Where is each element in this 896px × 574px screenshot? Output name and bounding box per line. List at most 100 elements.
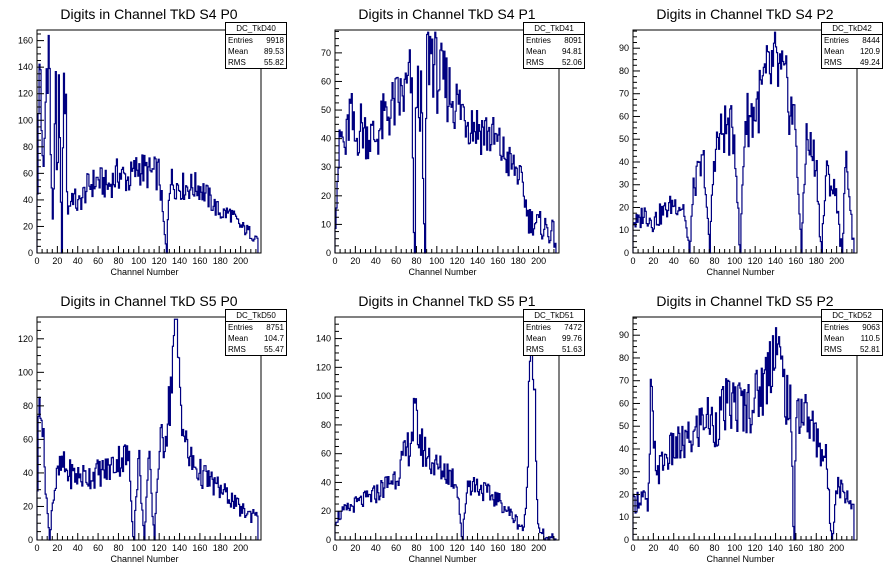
x-tick-label: 140 <box>768 256 783 266</box>
stats-row-mean: Mean 94.81 <box>524 46 584 57</box>
stats-row-entries: Entries 8751 <box>226 322 286 333</box>
y-tick-label: 20 <box>619 489 629 499</box>
y-tick-label: 40 <box>321 477 331 487</box>
y-tick-label: 70 <box>619 376 629 386</box>
histogram-series <box>334 31 557 254</box>
stats-histogram-name: DC_TkD52 <box>822 310 882 322</box>
y-tick-label: 120 <box>18 89 33 99</box>
y-tick-label: 60 <box>619 111 629 121</box>
x-tick-label: 180 <box>511 543 526 553</box>
x-tick-label: 120 <box>152 256 167 266</box>
y-tick-label: 0 <box>326 248 331 258</box>
histogram-series <box>334 326 557 541</box>
stats-row-mean: Mean 104.7 <box>226 333 286 344</box>
x-tick-label: 160 <box>192 256 207 266</box>
x-axis-label: Channel Number <box>408 267 476 277</box>
stats-row-mean: Mean 99.76 <box>524 333 584 344</box>
x-tick-label: 180 <box>809 256 824 266</box>
x-tick-label: 140 <box>470 256 485 266</box>
y-tick-label: 40 <box>321 134 331 144</box>
y-tick-label: 70 <box>619 89 629 99</box>
y-tick-label: 140 <box>18 62 33 72</box>
stats-row-mean: Mean 89.53 <box>226 46 286 57</box>
chart-title: Digits in Channel TkD S5 P1 <box>358 293 536 309</box>
x-tick-label: 20 <box>52 256 62 266</box>
y-tick-label: 70 <box>321 48 331 58</box>
x-tick-label: 0 <box>34 543 39 553</box>
stats-histogram-name: DC_TkD51 <box>524 310 584 322</box>
stats-label: Mean <box>526 47 547 56</box>
y-tick-label: 10 <box>619 512 629 522</box>
y-tick-label: 120 <box>18 334 33 344</box>
histogram-series <box>36 318 259 541</box>
stats-row-rms: RMS 55.82 <box>226 57 286 68</box>
x-tick-label: 160 <box>490 543 505 553</box>
stats-value: 8091 <box>564 36 582 45</box>
stats-value: 51.63 <box>561 345 582 354</box>
stats-value: 52.06 <box>561 58 582 67</box>
stats-label: Entries <box>526 36 551 45</box>
x-tick-label: 120 <box>450 256 465 266</box>
chart-panel-0: 0 20 40 60 80 100 120 140 160 180 200 0 20 40 60 80 100 1… <box>0 0 298 287</box>
x-tick-label: 0 <box>630 543 635 553</box>
x-tick-label: 100 <box>131 543 146 553</box>
x-tick-label: 100 <box>429 543 444 553</box>
x-tick-label: 180 <box>511 256 526 266</box>
y-tick-label: 90 <box>619 43 629 53</box>
y-tick-label: 50 <box>619 134 629 144</box>
x-tick-label: 20 <box>350 543 360 553</box>
stats-row-entries: Entries 7472 <box>524 322 584 333</box>
stats-value: 7472 <box>564 323 582 332</box>
y-tick-label: 30 <box>321 162 331 172</box>
stats-row-entries: Entries 8444 <box>822 35 882 46</box>
x-tick-label: 140 <box>470 543 485 553</box>
y-tick-label: 10 <box>321 219 331 229</box>
x-axis-label: Channel Number <box>110 267 178 277</box>
x-tick-label: 160 <box>192 543 207 553</box>
x-tick-label: 160 <box>788 543 803 553</box>
y-tick-label: 0 <box>624 535 629 545</box>
stats-label: RMS <box>526 345 544 354</box>
y-tick-label: 50 <box>321 105 331 115</box>
stats-value: 120.9 <box>859 47 880 56</box>
stats-label: RMS <box>824 58 842 67</box>
y-tick-label: 10 <box>619 225 629 235</box>
stats-histogram-name: DC_TkD42 <box>822 23 882 35</box>
y-tick-label: 90 <box>619 330 629 340</box>
x-tick-label: 80 <box>411 543 421 553</box>
x-tick-label: 60 <box>391 543 401 553</box>
stats-value: 9063 <box>862 323 880 332</box>
y-tick-label: 30 <box>619 180 629 190</box>
x-tick-label: 20 <box>52 543 62 553</box>
stats-row-rms: RMS 55.47 <box>226 344 286 355</box>
chart-title: Digits in Channel TkD S4 P0 <box>60 6 238 22</box>
x-tick-label: 200 <box>829 256 844 266</box>
chart-title: Digits in Channel TkD S4 P2 <box>656 6 834 22</box>
stats-value: 49.24 <box>859 58 880 67</box>
stats-row-rms: RMS 52.06 <box>524 57 584 68</box>
x-tick-label: 0 <box>34 256 39 266</box>
x-tick-label: 80 <box>113 256 123 266</box>
y-tick-label: 60 <box>321 76 331 86</box>
stats-value: 8751 <box>266 323 284 332</box>
stats-value: 104.7 <box>263 334 284 343</box>
y-tick-label: 60 <box>619 398 629 408</box>
stats-label: RMS <box>228 58 246 67</box>
x-tick-label: 80 <box>113 543 123 553</box>
stats-row-rms: RMS 49.24 <box>822 57 882 68</box>
x-tick-label: 60 <box>391 256 401 266</box>
x-tick-label: 180 <box>809 543 824 553</box>
y-tick-label: 100 <box>18 115 33 125</box>
stats-row-entries: Entries 8091 <box>524 35 584 46</box>
x-tick-label: 180 <box>213 256 228 266</box>
stats-label: Entries <box>228 323 253 332</box>
x-tick-label: 200 <box>233 256 248 266</box>
chart-panel-2: 0 20 40 60 80 100 120 140 160 180 200 0 10 20 30 40 50 60… <box>596 0 894 287</box>
chart-title: Digits in Channel TkD S4 P1 <box>358 6 536 22</box>
x-tick-label: 200 <box>829 543 844 553</box>
x-axis-label: Channel Number <box>408 554 476 564</box>
x-tick-label: 80 <box>709 543 719 553</box>
y-tick-label: 20 <box>321 191 331 201</box>
y-tick-label: 50 <box>619 421 629 431</box>
